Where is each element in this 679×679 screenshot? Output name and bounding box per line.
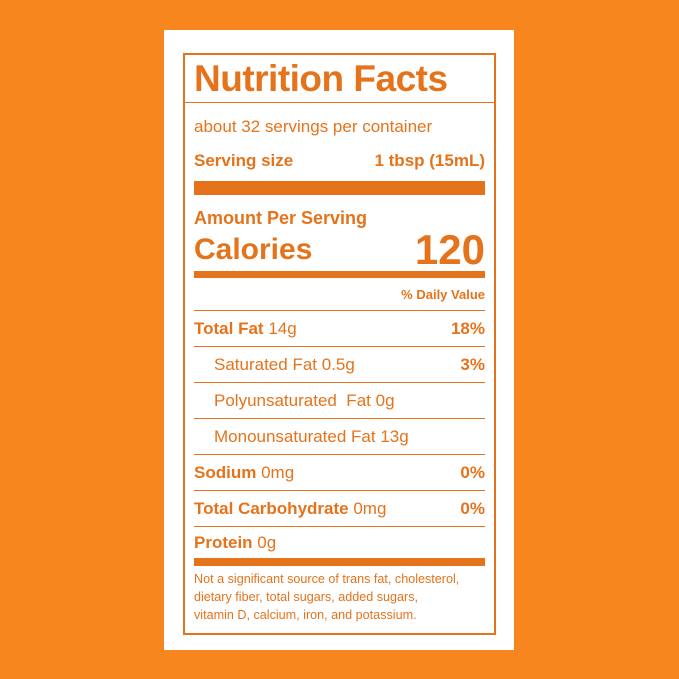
daily-value: 0%: [460, 498, 485, 518]
nutrient-row: Total Fat 14g 18%: [194, 311, 485, 347]
nutrient-name: Total Fat: [194, 318, 264, 338]
daily-value: 0%: [460, 462, 485, 482]
nutrient-row: Saturated Fat 0.5g 3%: [194, 347, 485, 383]
nutrient-row: Total Carbohydrate 0mg 0%: [194, 491, 485, 527]
nutrient-amount: 0g: [375, 390, 395, 410]
nutrient-rows: Total Fat 14g 18% Saturated Fat 0.5g 3% Poly…: [185, 311, 494, 558]
calories-value: 120: [414, 226, 485, 273]
card: [164, 30, 514, 650]
nutrient-amount: 13g: [380, 426, 409, 446]
amount-per-serving: Amount Per Serving: [194, 207, 368, 228]
nutrient: Protein 0g: [194, 533, 276, 553]
serving-size: Serving size 1 tbsp (15mL): [185, 145, 494, 181]
nutrient: Polyunsaturated Fat 0g: [214, 391, 395, 411]
nutrient-row: Monounsaturated Fat 13g: [194, 419, 485, 455]
nutrient: Saturated Fat 0.5g: [214, 355, 355, 375]
medium-rule: [194, 271, 485, 278]
thick-rule: [194, 558, 485, 566]
calories-label: Calories: [194, 233, 313, 266]
nutrient-name: Total Carbohydrate: [194, 498, 349, 518]
footnote-line: vitamin D, calcium, iron, and potassium.: [194, 608, 417, 622]
nutrient-row: Polyunsaturated Fat 0g: [194, 383, 485, 419]
nutrient-amount: 0mg: [353, 498, 387, 518]
calories: Calories 120: [185, 226, 494, 273]
nutrition-label: Nutrition Facts about 32 servings per co…: [183, 53, 496, 635]
nutrient: Monounsaturated Fat 13g: [214, 427, 409, 447]
thick-rule: [194, 181, 485, 195]
daily-value-header: % Daily Value: [194, 278, 485, 311]
nutrient-amount: 0g: [257, 532, 277, 552]
nutrient: Sodium 0mg: [194, 463, 294, 483]
nutrient-amount: 0mg: [261, 462, 295, 482]
nutrient-row: Sodium 0mg 0%: [194, 455, 485, 491]
nutrient: Total Fat 14g: [194, 319, 297, 339]
footnote-line: Not a significant source of trans fat, c…: [194, 572, 460, 586]
serving-size-value: 1 tbsp (15mL): [374, 151, 485, 170]
nutrient: Total Carbohydrate 0mg: [194, 499, 386, 519]
footnote-line: dietary fiber, total sugars, added sugar…: [194, 590, 419, 604]
nutrient-amount: 14g: [268, 318, 297, 338]
nutrient-row: Protein 0g: [194, 527, 485, 558]
footnote: Not a significant source of trans fat, c…: [185, 566, 494, 624]
nutrient-amount: 0.5g: [321, 354, 355, 374]
nutrient-name: Monounsaturated Fat: [214, 426, 376, 446]
nutrient-name: Sodium: [194, 462, 257, 482]
daily-value: 3%: [460, 354, 485, 374]
nutrient-name: Polyunsaturated Fat: [214, 390, 371, 410]
title: Nutrition Facts: [185, 55, 494, 103]
daily-value: 18%: [450, 318, 485, 338]
serving-size-label: Serving size: [194, 151, 294, 170]
servings: about 32 servings per container: [194, 117, 433, 136]
nutrient-name: Saturated Fat: [214, 354, 318, 374]
nutrient-name: Protein: [194, 532, 253, 552]
